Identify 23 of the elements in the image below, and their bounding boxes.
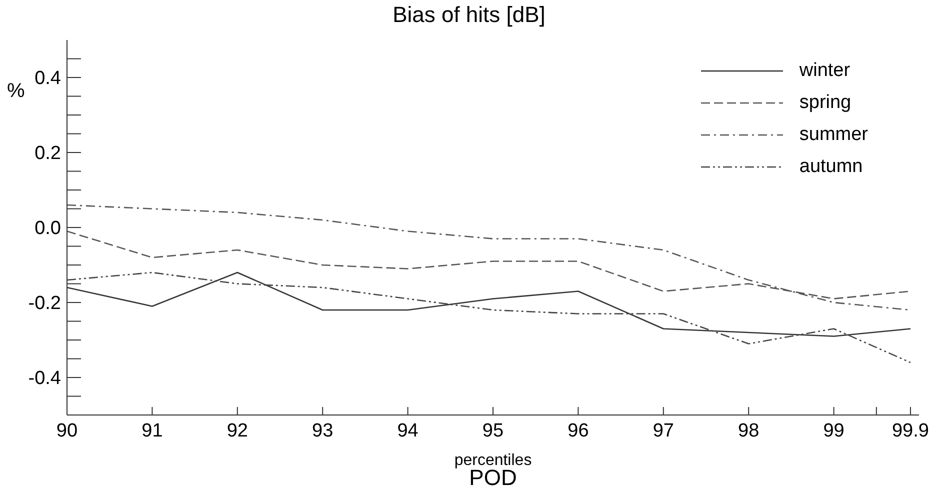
y-tick-label: 0.2 bbox=[34, 143, 61, 164]
legend-label: spring bbox=[799, 92, 852, 114]
x-tick-label: 96 bbox=[568, 420, 589, 442]
y-tick-label: -0.4 bbox=[28, 368, 62, 390]
line-series bbox=[67, 272, 912, 364]
legend-label: autumn bbox=[799, 156, 863, 178]
x-tick-label: 97 bbox=[652, 420, 674, 442]
y-axis-title: % bbox=[7, 80, 25, 102]
x-tick-label: 99.9 bbox=[892, 420, 929, 442]
legend-label: summer bbox=[799, 124, 868, 146]
legend-label: winter bbox=[799, 60, 850, 82]
x-tick-label: 98 bbox=[738, 420, 760, 442]
y-tick-label: 0.4 bbox=[34, 68, 62, 90]
x-tick-label: 99 bbox=[823, 420, 844, 442]
chart-title: Bias of hits [dB] bbox=[392, 2, 546, 28]
x-tick-label: 90 bbox=[56, 420, 78, 442]
y-tick-label: -0.2 bbox=[28, 293, 61, 314]
x-tick-label: 92 bbox=[226, 420, 248, 442]
x-tick-label: 93 bbox=[312, 420, 334, 442]
x-tick-label: 91 bbox=[142, 420, 163, 442]
y-tick-label: 0.0 bbox=[34, 218, 61, 240]
x-tick-label: 95 bbox=[482, 420, 504, 442]
x-tick-label: 94 bbox=[397, 420, 419, 442]
